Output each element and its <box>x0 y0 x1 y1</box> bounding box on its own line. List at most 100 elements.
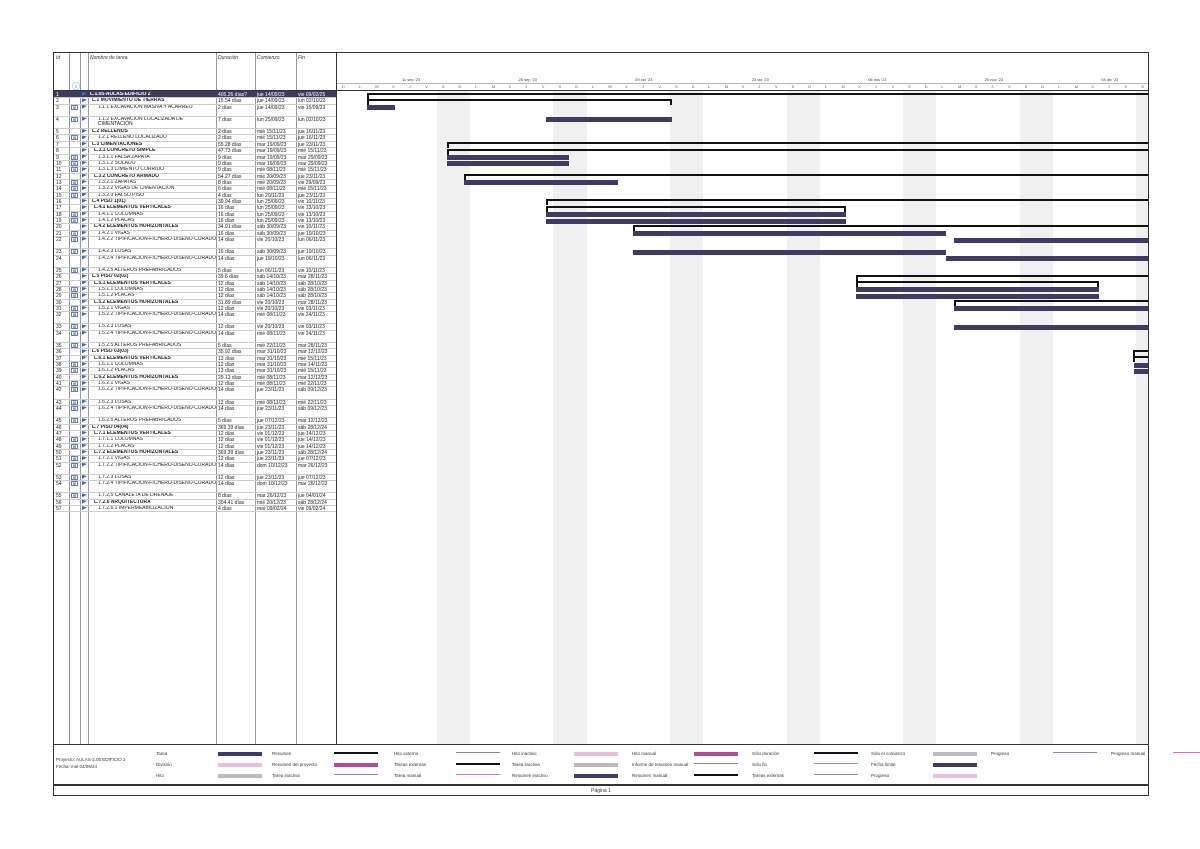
task-row[interactable]: 52 ▦ 1.7.2.2 TIPIFICACIÓN-FICHERO-DISEÑO-C… <box>54 462 336 474</box>
summary-bar[interactable] <box>367 92 1148 99</box>
task-row[interactable]: 29 ▦ 1.5.1.2 PLACAS 12 días sáb 14/10/23 sáb … <box>54 292 336 299</box>
summary-bar[interactable] <box>464 174 1148 181</box>
task-row[interactable]: 18 ▦ 1.4.1.1 COLUMNAS 16 días lun 25/09/23 vi… <box>54 211 336 218</box>
task-row[interactable]: 42 ▦ 1.6.2.2 TIPIFICACIÓN-FICHERO-DISEÑO-C… <box>54 386 336 398</box>
task-bar[interactable] <box>856 287 1099 293</box>
task-row[interactable]: 30 L.5.2 ELEMENTOS HORIZONTALES 31.89 días… <box>54 299 336 306</box>
summary-bar[interactable] <box>447 148 1148 155</box>
task-row[interactable]: 23 ▦ 1.4.2.3 LOSAS 16 días sáb 30/09/23 jue 1… <box>54 248 336 255</box>
task-indicator: ▦ <box>71 330 80 337</box>
summary-bar[interactable] <box>367 98 672 105</box>
task-bar[interactable] <box>633 231 946 237</box>
task-row[interactable]: 25 ▦ 1.4.2.5 ALTEROS PREFABRICADOS 5 días lu… <box>54 267 336 274</box>
task-row[interactable]: 48 ▦ 1.7.1.1 COLUMNAS 12 días vie 01/12/23 ju… <box>54 436 336 443</box>
task-row[interactable]: 21 ▦ 1.4.2.1 VIGAS 16 días sáb 30/09/23 jue 1… <box>54 230 336 237</box>
task-row[interactable]: 47 L.7.1 ELEMENTOS VERTICALES 12 días vie 0… <box>54 430 336 437</box>
task-start: lun 25/09/23 <box>257 205 285 212</box>
task-row[interactable]: 32 ▦ 1.5.2.2 TIPIFICACIÓN-FICHERO-DISEÑO-C… <box>54 311 336 323</box>
task-row[interactable]: 34 ▦ 1.5.2.4 TIPIFICACIÓN-FICHERO-DISEÑO-C… <box>54 330 336 342</box>
task-row[interactable]: 31 ▦ 1.5.2.1 VIGAS 12 días vie 20/10/23 vie 0… <box>54 305 336 312</box>
task-row[interactable]: 56 L.7.2.6 ARQUITECTURA 304.41 días mié 20/… <box>54 499 336 506</box>
task-row[interactable]: 50 L.7.2 ELEMENTOS HORIZONTALES 369.39 día… <box>54 449 336 456</box>
task-row[interactable]: 10 ▦ 1.3.1.2 SOLADO 9 días mar 19/09/23 mar 2… <box>54 160 336 167</box>
task-bar[interactable] <box>546 218 846 224</box>
task-bar[interactable] <box>546 212 846 218</box>
task-bar[interactable] <box>633 249 946 255</box>
col-header-id[interactable]: Id <box>56 55 61 61</box>
task-bar[interactable] <box>954 306 1148 312</box>
task-row[interactable]: 39 ▦ 1.6.1.2 PLACAS 13 días mar 31/10/23 mié … <box>54 367 336 374</box>
task-row[interactable]: 43 ▦ 1.6.2.3 LOSAS 12 días mié 08/11/23 mié 2… <box>54 399 336 406</box>
task-bar[interactable] <box>1134 368 1148 374</box>
task-row[interactable]: 45 ▦ 1.6.2.5 ALTEROS PREFABRICADOS 5 días ju… <box>54 417 336 424</box>
task-bar[interactable] <box>546 117 672 123</box>
task-row[interactable]: 24 1.4.2.4 TIPIFICACIÓN-FICHERO-DISEÑO-CU… <box>54 255 336 267</box>
task-row[interactable]: 12 L.3.2 CONCRETO ARMADO 54.27 días mié 20/… <box>54 173 336 180</box>
task-row[interactable]: 49 ▦ 1.7.1.2 PLACAS 12 días vie 01/12/23 jue … <box>54 443 336 450</box>
task-row[interactable]: 17 L.4.1 ELEMENTOS VERTICALES 16 días lun 2… <box>54 204 336 212</box>
summary-bar[interactable] <box>546 205 846 212</box>
task-bar[interactable] <box>954 237 1148 243</box>
col-header-start[interactable]: Comienzo <box>257 55 280 61</box>
task-bar[interactable] <box>367 105 395 111</box>
task-row[interactable]: 6 ▦ 1.2.1 RELLENO LOCALIZADO 2 días mié 15/1… <box>54 134 336 142</box>
summary-bar[interactable] <box>1133 349 1148 356</box>
task-bar[interactable] <box>946 256 1148 262</box>
task-bar[interactable] <box>447 155 569 160</box>
task-row[interactable]: 19 ▦ 1.4.1.2 PLACAS 16 días lun 25/09/23 vie … <box>54 217 336 224</box>
task-row[interactable]: 46 L.7 PISO 04(04) 369.39 días jue 23/11/23… <box>54 424 336 431</box>
task-row[interactable]: 41 ▦ 1.6.2.1 VIGAS 12 días mié 08/11/23 mié 2… <box>54 380 336 387</box>
task-row[interactable]: 53 ▦ 1.7.2.3 LOSAS 12 días jue 23/11/23 jue 0… <box>54 474 336 481</box>
summary-bar[interactable] <box>1133 356 1148 363</box>
task-row[interactable]: 57 1.7.2.6.1 IMPERMEABILIZACIÓN 4 días mar … <box>54 505 336 512</box>
task-row[interactable]: 11 ▦ 1.3.1.3 CIMIENTO CORRIDO 9 días mié 08/… <box>54 166 336 173</box>
task-row[interactable]: 37 L.6.1 ELEMENTOS VERTICALES 13 días mar 3… <box>54 355 336 362</box>
task-row[interactable]: 51 ▦ 1.7.2.1 VIGAS 12 días jue 23/11/23 jue 0… <box>54 455 336 462</box>
task-row[interactable]: 13 ▦ 1.3.2.1 ZAPATAS 8 días mié 20/09/23 vie … <box>54 179 336 186</box>
row-divider <box>54 172 336 174</box>
task-row[interactable]: 3 ▦ 1.1.1 EXCAVACIÓN MASIVA Y ACARREO 2 día… <box>54 104 336 116</box>
task-row[interactable]: 38 ▦ 1.6.1.1 COLUMNAS 12 días mar 31/10/23 ma… <box>54 361 336 368</box>
task-bar[interactable] <box>1134 362 1148 368</box>
task-id: 6 <box>56 135 59 142</box>
task-row[interactable]: 2 L.1 MOVIMIENTO DE TIERRAS 15.54 días jue … <box>54 97 336 104</box>
summary-bar[interactable] <box>546 199 1148 206</box>
summary-bar[interactable] <box>447 142 1148 149</box>
task-row[interactable]: 8 L.3.1 CONCRETO SIMPLE 47.73 días mar 19/0… <box>54 147 336 154</box>
task-row[interactable]: 33 ▦ 1.5.2.3 LOSAS 12 días vie 20/10/23 vie 0… <box>54 323 336 330</box>
task-bar[interactable] <box>464 180 618 186</box>
task-row[interactable]: 40 L.6.2 ELEMENTOS HORIZONTALES 29.13 días… <box>54 374 336 381</box>
task-id: 28 <box>56 286 62 293</box>
table-timeline-divider <box>336 53 337 744</box>
task-row[interactable]: 1 L.1.05-AULAS-EDIFICIO 2 405.26 días? jue … <box>54 91 336 98</box>
task-row[interactable]: 9 ▦ 1.3.1.1 FALSA ZAPATA 9 días mar 19/09/23… <box>54 154 336 161</box>
summary-bar[interactable] <box>856 274 1148 281</box>
task-row[interactable]: 7 L.3 CIMENTACIONES 55.28 días mar 19/09/23… <box>54 141 336 148</box>
col-header-duration[interactable]: Duración <box>218 55 239 61</box>
col-header-name[interactable]: Nombre de tarea <box>90 55 128 61</box>
task-row[interactable]: 54 ▦ 1.7.2.4 TIPIFICACIÓN-FICHERO-DISEÑO-C… <box>54 480 336 492</box>
task-row[interactable]: 35 ▦ 1.5.2.5 ALTEROS PREFABRICADOS 5 días mi… <box>54 342 336 349</box>
task-row[interactable]: 14 ▦ 1.3.2.2 VIGAS DE CIMENTACIÓN 6 días mié… <box>54 185 336 192</box>
task-bar[interactable] <box>447 161 569 167</box>
task-row[interactable]: 5 L.2 RELLENOS 2 días mié 15/11/23 jue 16/11… <box>54 128 336 135</box>
task-row[interactable]: 27 L.5.1 ELEMENTOS VERTICALES 12 días sáb 1… <box>54 280 336 287</box>
task-row[interactable]: 20 L.4.2 ELEMENTOS HORIZONTALES 34.91 días… <box>54 223 336 230</box>
summary-bar[interactable] <box>954 300 1148 307</box>
task-row[interactable]: 44 ▦ 1.6.2.4 TIPIFICACIÓN-FICHERO-DISEÑO-C… <box>54 405 336 417</box>
gantt-timeline[interactable]: 11 sep '23 25 sep '23 09 oct '23 23 oct '23… <box>337 53 1148 744</box>
task-row[interactable]: 16 L.4 PISO 1(01) 39.94 días lun 25/09/23 vi… <box>54 198 336 205</box>
task-row[interactable]: 28 ▦ 1.5.1.1 COLUMNAS 12 días sáb 14/10/23 sá… <box>54 286 336 293</box>
task-row[interactable]: 22 ▦ 1.4.2.2 TIPIFICACIÓN-FICHERO-DISEÑO-C… <box>54 236 336 248</box>
task-row[interactable]: 4 ▦ 1.1.2 EXCAVACIÓN LOCALIZADA DE CIMENTA… <box>54 116 336 128</box>
task-row[interactable]: 26 L.5 PISO 02(02) 39.6 días sáb 14/10/23 ma… <box>54 273 336 280</box>
task-row[interactable]: 15 ▦ 1.3.2.3 FALSO PISO 4 días lun 20/11/23 j… <box>54 192 336 199</box>
timeline-day-label: J <box>758 84 761 89</box>
task-bar[interactable] <box>954 324 1148 330</box>
col-header-end[interactable]: Fin <box>298 55 305 61</box>
task-row[interactable]: 55 ▦ 1.7.2.5 CANALETA DE DRENAJE 8 días mar … <box>54 492 336 499</box>
summary-bar[interactable] <box>633 224 1148 231</box>
task-row[interactable]: 36 L.6 PISO 03(03) 35.92 días mar 31/10/23 m… <box>54 348 336 355</box>
task-bar[interactable] <box>856 293 1099 299</box>
summary-bar[interactable] <box>856 281 1099 287</box>
